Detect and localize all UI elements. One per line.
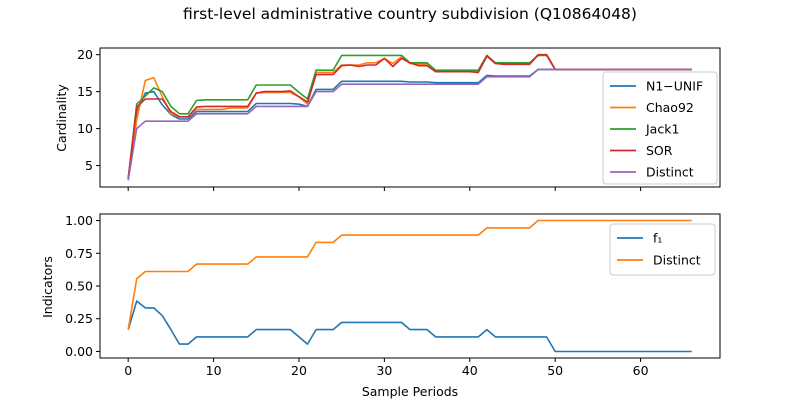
cardinality-y-tick-label: 20 [77,47,93,62]
indicators-y-tick-label: 0.50 [65,279,93,294]
indicators-legend: f₁ Distinct [609,223,716,276]
cardinality-series-lines [127,53,692,181]
indicators-y-tick-label: 0.75 [65,246,93,261]
indicators-x-tick-label: 30 [376,363,392,378]
cardinality-y-axis-label: Cardinality [54,84,69,152]
indicators-y-tick-label: 0.25 [65,311,93,326]
cardinality-x-ticks [127,187,642,191]
indicators-x-ticks: 0 10 20 30 40 50 60 [124,358,649,378]
cardinality-y-tick-label: 5 [85,158,93,173]
cardinality-y-ticks: 5 10 15 20 [77,47,100,173]
indicators-x-tick-label: 50 [547,363,563,378]
indicators-legend-label: f₁ [653,231,662,246]
indicators-y-tick-label: 0.00 [65,344,93,359]
indicators-y-axis-label: Indicators [40,256,55,318]
indicators-series-line-0 [127,300,692,353]
cardinality-plot-frame [99,47,721,188]
indicators-legend-label: Distinct [653,253,701,268]
indicators-legend-box [609,223,716,276]
cardinality-legend-label: Distinct [646,165,694,180]
x-axis-label: Sample Periods [362,384,458,399]
cardinality-panel: 5 10 15 20 Cardinality N1−UNIF Chao92 Jack1 SO… [54,47,721,191]
cardinality-legend: N1−UNIF Chao92 Jack1 SOR Distinct [602,71,718,185]
indicators-x-tick-label: 60 [633,363,649,378]
cardinality-legend-label: Jack1 [645,122,679,137]
cardinality-legend-label: N1−UNIF [646,79,703,94]
cardinality-y-tick-label: 15 [77,84,93,99]
indicators-y-tick-label: 1.00 [65,213,93,228]
indicators-x-tick-label: 20 [291,363,307,378]
cardinality-legend-box [602,71,718,185]
indicators-x-tick-label: 40 [462,363,478,378]
cardinality-series-line-4 [127,68,692,181]
indicators-y-ticks: 0.00 0.25 0.50 0.75 1.00 [65,213,100,359]
cardinality-legend-label: SOR [646,143,673,158]
indicators-panel: 0.00 0.25 0.50 0.75 1.00 0 10 20 30 40 50 60 Indic… [40,213,721,378]
indicators-x-tick-label: 10 [206,363,222,378]
cardinality-y-tick-label: 10 [77,121,93,136]
cardinality-legend-label: Chao92 [646,100,694,115]
indicators-series-lines [127,219,692,353]
indicators-series-line-1 [127,219,692,330]
figure-title: first-level administrative country subdi… [183,5,637,23]
indicators-x-tick-label: 0 [124,363,132,378]
